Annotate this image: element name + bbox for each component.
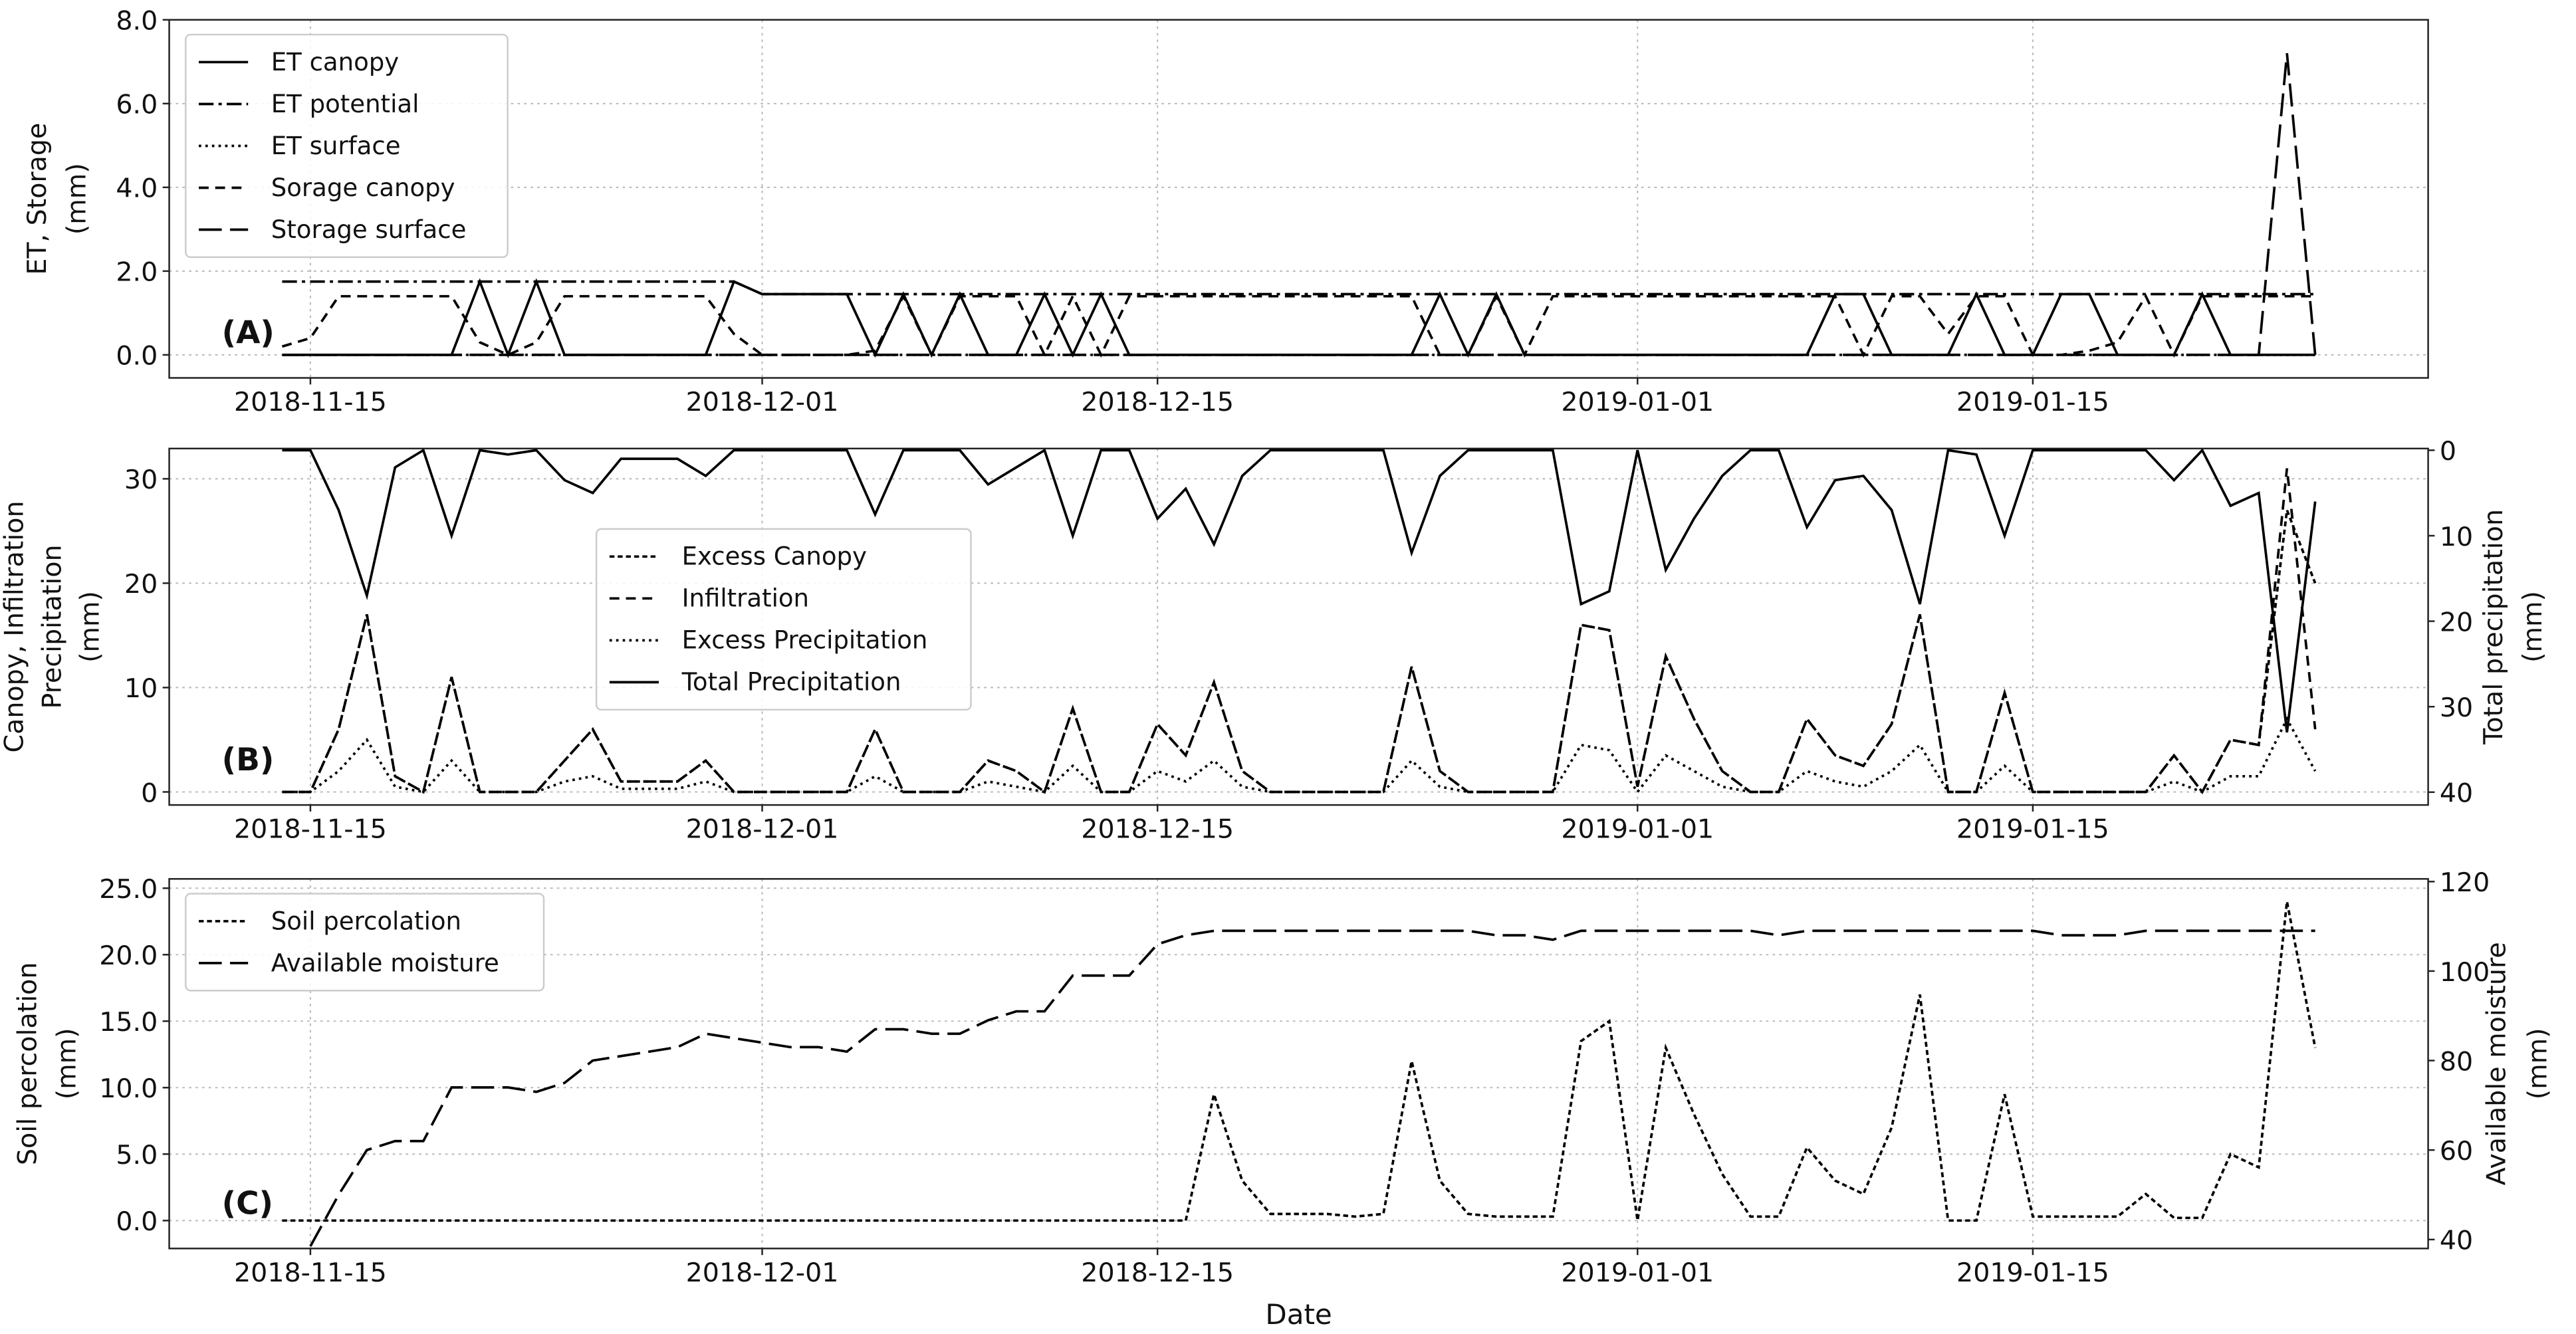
legend-label: Soil percolation [271,907,461,935]
series-line [282,448,2317,733]
panel: 2018-11-15 2018-12-01 2018-12-15 2019-01-01… [0,436,2548,844]
y-tick-label: 0 [141,778,158,808]
y2-tick-label: 20 [2440,607,2473,637]
y-tick-label: 15.0 [99,1007,158,1038]
series-line [281,293,2315,358]
panel: 2018-11-15 2018-12-01 2018-12-15 2019-01-01… [12,867,2553,1331]
x-tick-label: 2019-01-15 [1956,1258,2109,1288]
x-tick-label: 2019-01-01 [1561,814,1714,845]
legend-label: Excess Precipitation [682,626,928,655]
x-tick-label: 2018-12-15 [1081,1258,1234,1288]
y-axis-label: (mm) [52,1028,82,1099]
plot-frame [168,19,2429,379]
y-tick-label: 0.0 [116,1206,158,1237]
y-tick-label: 5.0 [116,1140,158,1170]
x-tick-label: 2019-01-15 [1956,814,2109,845]
panel-label: (B) [222,742,275,778]
panel: 2018-11-15 2018-12-01 2018-12-15 2019-01-01… [22,6,2429,417]
legend-label: Excess Canopy [682,542,867,571]
legend-label: Available moisture [271,948,499,977]
y2-tick-label: 30 [2440,693,2473,723]
legend-label: Infiltration [682,584,809,613]
y2-tick-label: 100 [2440,957,2490,988]
y2-tick-label: 40 [2440,778,2473,809]
legend-label: Total Precipitation [681,668,901,697]
x-tick-label: 2018-12-15 [1081,814,1234,845]
series-line [282,716,2317,794]
y-axis-label: Precipitation [37,544,67,709]
panel-label: (C) [222,1185,273,1222]
legend: Excess Canopy Infiltration Excess Precipit… [595,528,972,711]
y2-axis-label: Available moisture [2482,942,2512,1185]
y2-tick-label: 80 [2440,1046,2473,1077]
plot-frame [168,447,2429,806]
y-axis-label: (mm) [62,163,92,235]
x-axis-label: Date [1265,1298,1332,1331]
legend: ET canopy ET potential ET surface Sorage ca… [185,33,509,259]
y-tick-label: 25.0 [99,874,158,905]
y2-tick-label: 120 [2440,867,2490,898]
legend-label: ET potential [271,90,419,118]
y-tick-label: 0.0 [116,341,158,372]
y-axis-label: Canopy, Infiltration [0,500,30,752]
y-tick-label: 20.0 [99,941,158,971]
panel-label: (A) [222,315,275,352]
y-tick-label: 6.0 [116,90,158,120]
y-tick-label: 2.0 [116,257,158,288]
y2-tick-label: 60 [2440,1136,2473,1167]
x-tick-label: 2018-12-01 [686,387,839,417]
legend-box [185,893,545,992]
y-tick-label: 30 [124,465,158,495]
x-tick-label: 2018-11-15 [234,387,387,417]
legend-label: ET surface [271,132,401,160]
legend-label: Storage surface [271,215,467,244]
y2-axis-label: (mm) [2523,1028,2553,1099]
x-tick-label: 2018-12-01 [686,1258,839,1288]
series-line [282,278,2315,359]
legend: Soil percolation Available moisture [185,893,545,992]
x-tick-label: 2018-11-15 [234,1258,387,1288]
y2-tick-label: 0 [2440,436,2456,467]
y-tick-label: 8.0 [116,6,158,37]
x-tick-label: 2018-12-15 [1081,387,1234,417]
series-line [282,509,2317,794]
series-line [282,901,2317,1222]
legend-box [595,528,972,711]
y-tick-label: 4.0 [116,173,158,204]
y-tick-label: 10 [124,673,158,704]
y2-tick-label: 10 [2440,522,2473,552]
x-tick-label: 2019-01-15 [1956,387,2109,417]
series-line [309,929,2315,1247]
y2-tick-label: 40 [2440,1226,2473,1256]
y-axis-label: Soil percolation [12,962,43,1165]
legend-label: Sorage canopy [271,173,455,202]
x-tick-label: 2019-01-01 [1561,387,1714,417]
y-tick-label: 20 [124,569,158,600]
y-tick-label: 10.0 [99,1073,158,1104]
y-axis-label: (mm) [74,591,105,663]
y2-axis-label: (mm) [2517,591,2548,663]
plot-frame [168,878,2429,1250]
y2-axis-label: Total precipitation [2478,509,2509,745]
legend-label: ET canopy [271,48,399,76]
series-line [282,280,2315,296]
legend-box [185,33,509,259]
y-axis-label: ET, Storage [22,123,53,275]
x-tick-label: 2019-01-01 [1561,1258,1714,1288]
x-tick-label: 2018-11-15 [234,814,387,845]
x-tick-label: 2018-12-01 [686,814,839,845]
series-line [282,53,2317,356]
